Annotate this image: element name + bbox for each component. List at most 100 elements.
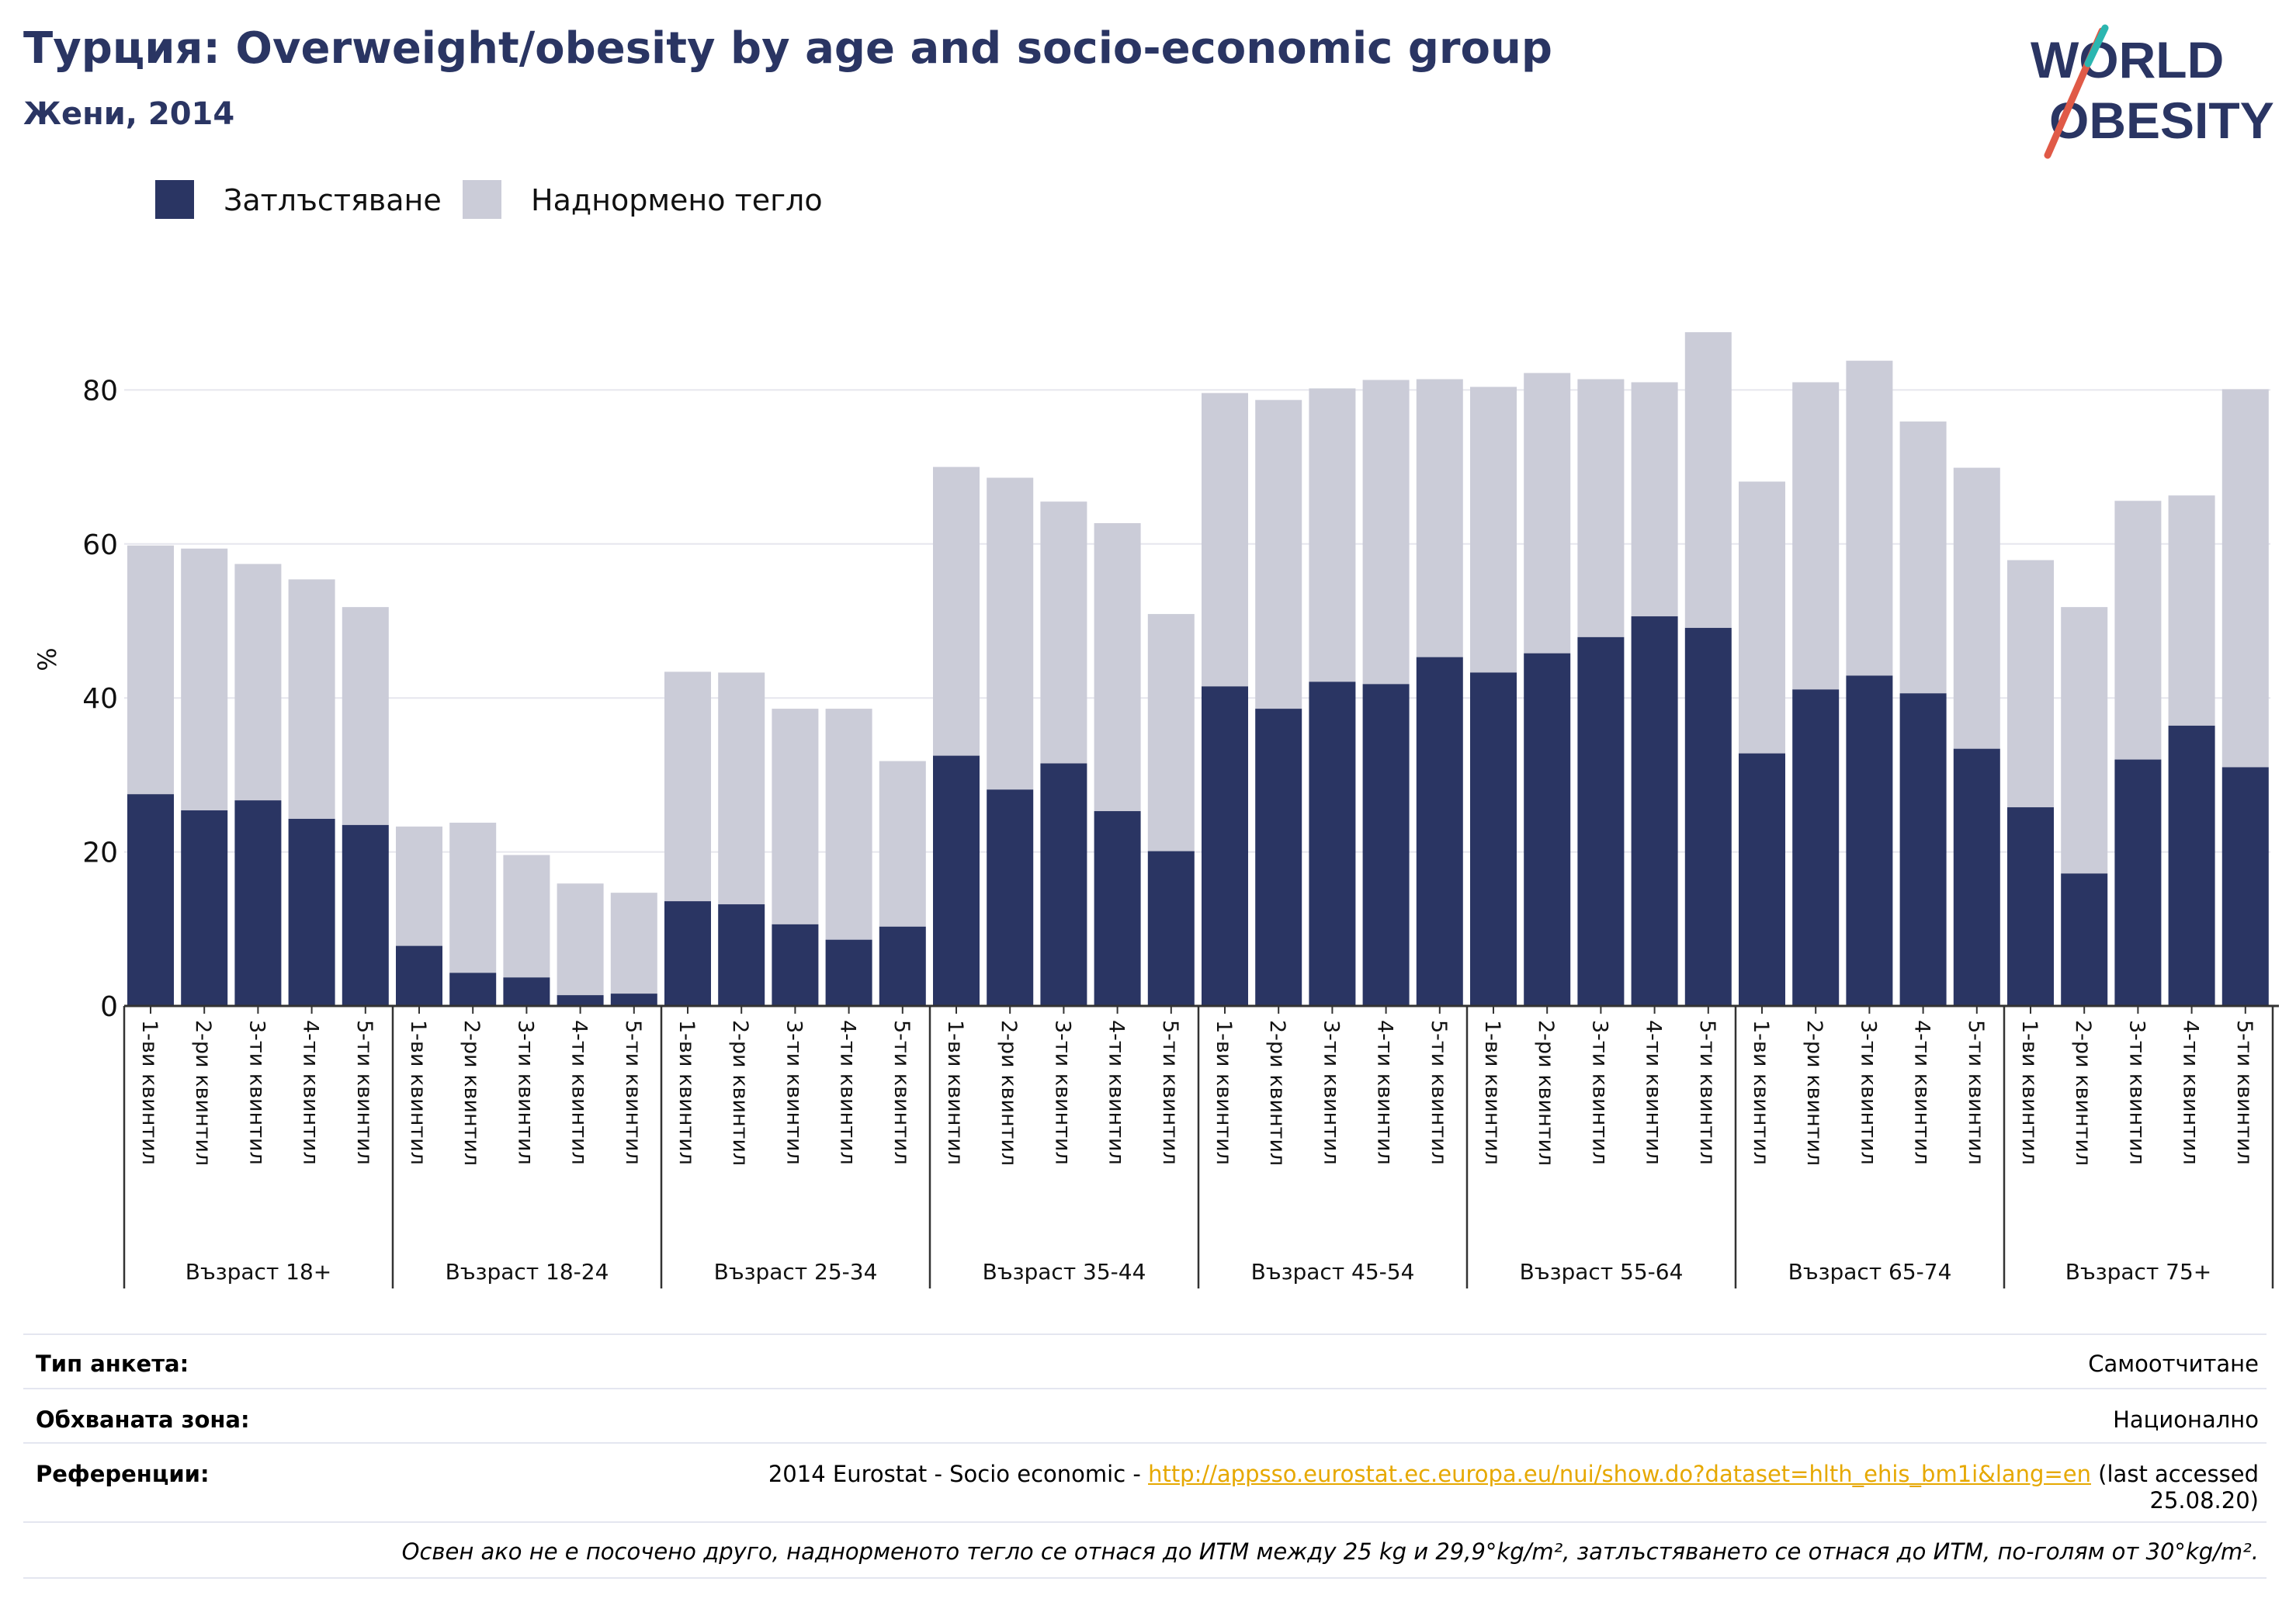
legend-label-overweight: Наднормено тегло bbox=[531, 183, 823, 217]
bar-overweight bbox=[1147, 614, 1195, 851]
bar-overweight bbox=[610, 893, 657, 994]
bar-obesity bbox=[234, 800, 282, 1006]
x-tick-label: 5-ти квинтил bbox=[1427, 1020, 1451, 1165]
bar-obesity bbox=[1147, 851, 1195, 1006]
bar-overweight bbox=[2168, 495, 2215, 726]
bar-overweight bbox=[1362, 380, 1410, 685]
bar-obesity bbox=[2168, 725, 2215, 1006]
bar-obesity bbox=[1202, 686, 1248, 1006]
bar-overweight bbox=[342, 607, 389, 825]
x-tick-label: 1-ви квинтил bbox=[675, 1020, 699, 1165]
x-tick-label: 2-ри квинтил bbox=[460, 1020, 484, 1166]
x-tick-label: 4-ти квинтил bbox=[1910, 1020, 1934, 1165]
x-tick-label: 5-ти квинтил bbox=[1695, 1020, 1719, 1165]
bar-overweight bbox=[2061, 607, 2108, 874]
x-tick-label: 4-ти квинтил bbox=[1373, 1020, 1397, 1165]
x-tick-label: 3-ти квинтил bbox=[245, 1020, 269, 1165]
references-link[interactable]: http://appsso.eurostat.ec.europa.eu/nui/… bbox=[1148, 1461, 2091, 1487]
bar-obesity bbox=[987, 789, 1034, 1006]
world-obesity-logo: WORLD OBESITY bbox=[2031, 24, 2274, 159]
x-tick-label: 1-ви квинтил bbox=[943, 1020, 967, 1165]
references-date: 25.08.20) bbox=[2149, 1487, 2259, 1514]
x-tick-label: 4-ти квинтил bbox=[299, 1020, 323, 1165]
bar-overweight bbox=[396, 826, 442, 946]
bar-overweight bbox=[1309, 388, 1356, 682]
x-tick-label: 1-ви квинтил bbox=[1749, 1020, 1773, 1165]
bar-obesity bbox=[1470, 672, 1517, 1006]
bar-obesity bbox=[1631, 616, 1678, 1006]
bar-overweight bbox=[1792, 382, 1840, 690]
bar-obesity bbox=[2007, 807, 2054, 1006]
bar-overweight bbox=[1739, 481, 1785, 754]
x-tick-label: 5-ти квинтил bbox=[890, 1020, 914, 1165]
y-axis-label: % bbox=[33, 647, 62, 671]
bar-obesity bbox=[1577, 636, 1625, 1006]
legend-swatch-overweight bbox=[463, 180, 501, 219]
bar-overweight bbox=[288, 579, 335, 819]
bar-overweight bbox=[2221, 389, 2269, 768]
x-tick-label: 3-ти квинтил bbox=[1856, 1020, 1880, 1165]
x-tick-label: 3-ти квинтил bbox=[513, 1020, 537, 1165]
x-tick-label: 4-ти квинтил bbox=[836, 1020, 860, 1165]
bar-overweight bbox=[449, 822, 497, 973]
bar-obesity bbox=[1953, 748, 2000, 1006]
chart-subtitle: Жени, 2014 bbox=[23, 96, 235, 132]
x-tick-label: 5-ти квинтил bbox=[352, 1020, 376, 1165]
x-tick-label: 2-ри квинтил bbox=[1802, 1020, 1826, 1166]
y-tick-label: 20 bbox=[82, 838, 118, 869]
bar-overweight bbox=[933, 466, 980, 756]
bar-obesity bbox=[1309, 681, 1356, 1006]
x-tick-label: 3-ти квинтил bbox=[782, 1020, 806, 1165]
survey-type-value: Самоотчитане bbox=[2088, 1351, 2259, 1377]
bar-overweight bbox=[825, 709, 872, 940]
x-tick-label: 3-ти квинтил bbox=[1050, 1020, 1074, 1165]
x-tick-label: 1-ви квинтил bbox=[1212, 1020, 1236, 1165]
info-row-references: Референции: 2014 Eurostat - Socio econom… bbox=[23, 1442, 2267, 1523]
x-tick-label: 2-ри квинтил bbox=[1534, 1020, 1558, 1166]
bar-overweight bbox=[1953, 467, 2000, 749]
bar-obesity bbox=[1362, 684, 1410, 1006]
group-label: Възраст 75+ bbox=[2065, 1259, 2212, 1285]
bar-obesity bbox=[1094, 811, 1141, 1006]
bar-overweight bbox=[503, 855, 550, 978]
x-tick-label: 2-ри квинтил bbox=[997, 1020, 1021, 1166]
legend-label-obesity: Затлъстяване bbox=[224, 183, 442, 217]
references-value: 2014 Eurostat - Socio economic - http://… bbox=[768, 1461, 2259, 1514]
x-tick-label: 2-ри квинтил bbox=[728, 1020, 752, 1166]
y-tick-label: 60 bbox=[82, 529, 118, 561]
bar-obesity bbox=[879, 926, 926, 1006]
bar-obesity bbox=[127, 794, 174, 1006]
info-row-coverage: Обхваната зона: Национално bbox=[23, 1388, 2267, 1444]
x-tick-label: 4-ти квинтил bbox=[1105, 1020, 1129, 1165]
coverage-value: Национално bbox=[2113, 1406, 2259, 1433]
svg-text:OBESITY: OBESITY bbox=[2049, 92, 2274, 149]
definition-note: Освен ако не е посочено друго, наднормен… bbox=[401, 1538, 2259, 1565]
svg-text:WORLD: WORLD bbox=[2031, 31, 2224, 88]
x-tick-label: 1-ви квинтил bbox=[137, 1020, 161, 1165]
bar-overweight bbox=[879, 761, 926, 927]
bar-overweight bbox=[127, 545, 174, 795]
bar-obesity bbox=[772, 924, 819, 1006]
bar-obesity bbox=[503, 977, 550, 1006]
bar-obesity bbox=[1739, 753, 1785, 1006]
bar-overweight bbox=[1524, 373, 1571, 654]
x-tick-label: 3-ти квинтил bbox=[1587, 1020, 1611, 1165]
references-label: Референции: bbox=[36, 1461, 210, 1487]
group-label: Възраст 45-54 bbox=[1251, 1259, 1415, 1285]
x-tick-label: 1-ви квинтил bbox=[406, 1020, 430, 1165]
bar-overweight bbox=[772, 709, 819, 924]
x-tick-label: 5-ти квинтил bbox=[621, 1020, 645, 1165]
bar-obesity bbox=[718, 904, 765, 1006]
survey-type-label: Тип анкета: bbox=[36, 1351, 189, 1377]
bar-obesity bbox=[181, 810, 228, 1006]
bar-obesity bbox=[2114, 759, 2162, 1006]
x-tick-label: 5-ти квинтил bbox=[1158, 1020, 1182, 1165]
bar-obesity bbox=[1684, 627, 1732, 1006]
bar-overweight bbox=[987, 477, 1034, 790]
y-tick-label: 0 bbox=[100, 991, 118, 1023]
bar-overweight bbox=[1416, 379, 1463, 657]
chart-title: Турция: Overweight/obesity by age and so… bbox=[23, 23, 1552, 74]
group-label: Възраст 25-34 bbox=[714, 1259, 878, 1285]
group-label: Възраст 65-74 bbox=[1788, 1259, 1952, 1285]
bar-overweight bbox=[1631, 382, 1678, 617]
